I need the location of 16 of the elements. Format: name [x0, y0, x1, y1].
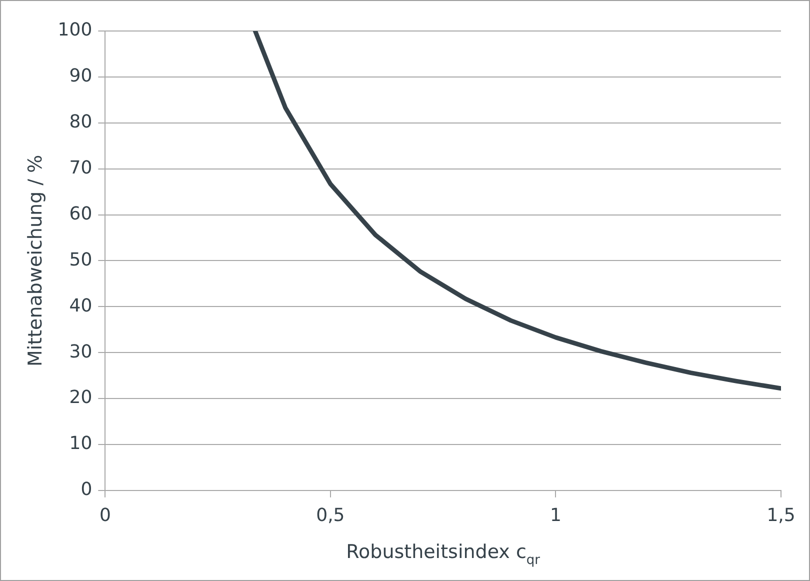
x-tick-label: 0	[99, 504, 111, 526]
x-tick-label: 1,5	[766, 504, 796, 526]
y-tick-label: 100	[58, 20, 92, 41]
x-tick-label: 0,5	[316, 504, 345, 526]
y-tick-label: 80	[69, 112, 92, 133]
y-tick-label: 70	[69, 157, 92, 178]
y-tick-label: 40	[69, 295, 92, 316]
y-tick-label: 30	[69, 341, 92, 362]
y-tick-label: 60	[69, 203, 92, 224]
y-tick-label: 90	[69, 66, 92, 87]
y-tick-label: 20	[69, 387, 92, 408]
y-tick-label: 0	[80, 479, 92, 500]
x-tick-label: 1	[550, 504, 562, 526]
y-axis-title: Mittenabweichung / %	[24, 154, 46, 367]
y-tick-label: 10	[69, 433, 92, 454]
y-tick-label: 50	[69, 249, 92, 270]
